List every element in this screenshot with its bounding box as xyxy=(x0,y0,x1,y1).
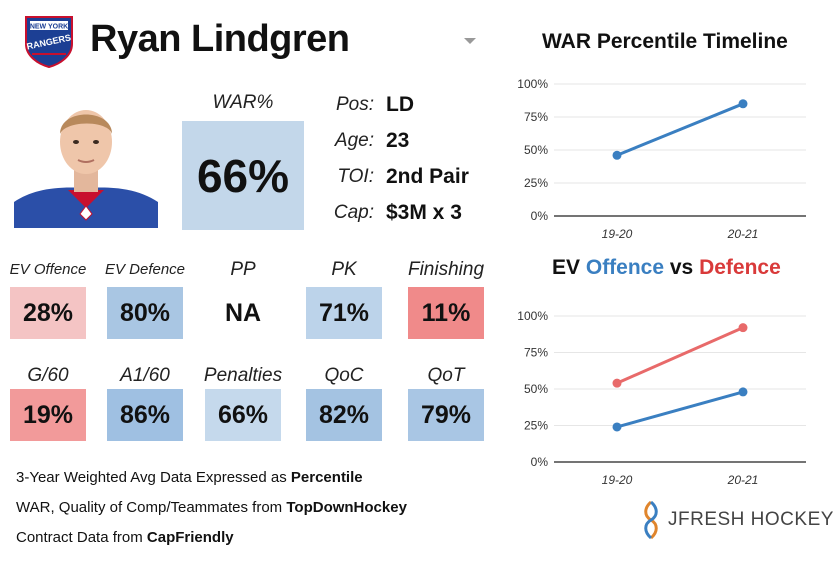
g60-label: G/60 xyxy=(27,365,69,386)
y-tick-label: 25% xyxy=(524,419,548,433)
penalties-label: Penalties xyxy=(203,365,283,386)
jfresh-logo-icon xyxy=(644,500,658,540)
x-tick-label: 19-20 xyxy=(602,227,633,241)
age-label: Age: xyxy=(334,130,374,151)
pp-value: NA xyxy=(205,287,281,339)
ev-offence-defence-title: EV Offence vs Defence xyxy=(552,256,781,280)
pk-label: PK xyxy=(331,259,357,280)
data-point xyxy=(612,378,622,388)
qoc-label: QoC xyxy=(324,365,364,386)
team-logo-icon: NEW YORK RANGERS xyxy=(25,16,73,68)
series-line xyxy=(616,390,744,429)
data-point xyxy=(738,99,748,109)
title-part-offence: Offence xyxy=(585,256,665,279)
ev-offence-label: EV Offence xyxy=(9,261,87,278)
y-tick-label: 100% xyxy=(517,77,548,91)
finishing-value: 11% xyxy=(408,287,484,339)
footnote-3: Contract Data from CapFriendly xyxy=(16,529,234,546)
war-label: WAR% xyxy=(212,92,274,113)
pos-label: Pos: xyxy=(335,94,374,115)
penalties-value: 66% xyxy=(205,389,281,441)
cap-value: $3M x 3 xyxy=(386,201,462,224)
data-point xyxy=(612,422,622,432)
war-timeline-chart: 0% 25% 50% 75% 100% 19-20 20-21 xyxy=(517,77,806,241)
pp-label: PP xyxy=(230,259,256,280)
data-point xyxy=(612,150,622,160)
ev-offence-defence-chart: 0% 25% 50% 75% 100% 19-20 20-21 xyxy=(517,309,806,487)
a160-label: A1/60 xyxy=(120,365,170,386)
y-tick-label: 75% xyxy=(524,346,548,360)
toi-label: TOI: xyxy=(337,166,374,187)
series-line xyxy=(616,102,744,157)
title-part-defence: Defence xyxy=(699,256,781,279)
y-tick-label: 0% xyxy=(531,209,549,223)
data-point xyxy=(738,323,748,333)
x-tick-label: 20-21 xyxy=(727,473,759,487)
y-tick-label: 50% xyxy=(524,143,548,157)
finishing-label: Finishing xyxy=(407,259,485,280)
brand: JFRESH HOCKEY xyxy=(640,500,834,540)
y-tick-label: 25% xyxy=(524,176,548,190)
y-tick-label: 50% xyxy=(524,382,548,396)
data-point xyxy=(738,387,748,397)
svg-text:NEW YORK: NEW YORK xyxy=(30,24,68,31)
player-name: Ryan Lindgren xyxy=(90,18,350,60)
pos-value: LD xyxy=(386,93,414,116)
brand-text: JFRESH HOCKEY xyxy=(668,509,834,530)
qot-value: 79% xyxy=(408,389,484,441)
war-value: 66% xyxy=(182,121,304,230)
footnote-2: WAR, Quality of Comp/Teammates from TopD… xyxy=(16,499,407,516)
ev-defence-value: 80% xyxy=(107,287,183,339)
a160-value: 86% xyxy=(107,389,183,441)
toi-value: 2nd Pair xyxy=(386,165,469,188)
x-tick-label: 20-21 xyxy=(727,227,759,241)
player-headshot xyxy=(14,90,158,228)
war-timeline-title: WAR Percentile Timeline xyxy=(542,30,788,53)
ev-offence-value: 28% xyxy=(10,287,86,339)
g60-value: 19% xyxy=(10,389,86,441)
cap-label: Cap: xyxy=(333,202,374,223)
player-select-dropdown[interactable] xyxy=(464,38,476,44)
title-part-vs: vs xyxy=(664,256,700,279)
y-tick-label: 100% xyxy=(517,309,548,323)
qot-label: QoT xyxy=(427,365,465,386)
ev-defence-label: EV Defence xyxy=(104,261,186,278)
y-tick-label: 75% xyxy=(524,110,548,124)
footnote-1: 3-Year Weighted Avg Data Expressed as Pe… xyxy=(16,469,363,486)
y-tick-label: 0% xyxy=(531,455,549,469)
qoc-value: 82% xyxy=(306,389,382,441)
title-part-ev: EV xyxy=(552,256,586,279)
pk-value: 71% xyxy=(306,287,382,339)
age-value: 23 xyxy=(386,129,410,152)
series-line xyxy=(616,326,744,385)
x-tick-label: 19-20 xyxy=(602,473,633,487)
